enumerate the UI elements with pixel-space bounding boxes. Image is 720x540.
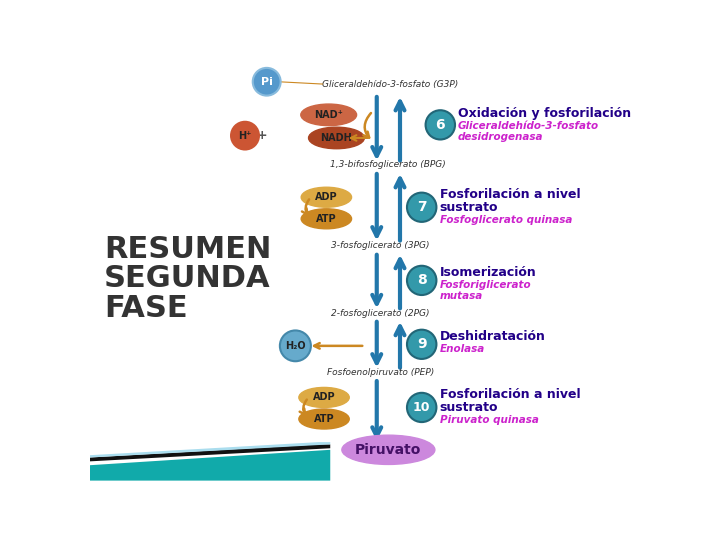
Text: ATP: ATP (316, 214, 337, 224)
Text: Oxidación y fosforilación: Oxidación y fosforilación (458, 107, 631, 120)
Text: Piruvato: Piruvato (355, 443, 422, 457)
Ellipse shape (299, 409, 349, 429)
Circle shape (407, 393, 436, 422)
Text: 8: 8 (417, 273, 426, 287)
Circle shape (253, 68, 281, 96)
Text: Isomerización: Isomerización (439, 266, 536, 279)
Text: Deshidratación: Deshidratación (439, 330, 546, 343)
Ellipse shape (299, 387, 349, 408)
Text: Gliceraldehído-3-fosfato (G3P): Gliceraldehído-3-fosfato (G3P) (323, 79, 459, 89)
Text: ATP: ATP (314, 414, 334, 424)
Text: ADP: ADP (312, 393, 336, 402)
Circle shape (407, 266, 436, 295)
Text: Fosforilación a nivel: Fosforilación a nivel (439, 388, 580, 401)
Text: Fosforilación a nivel: Fosforilación a nivel (439, 188, 580, 201)
Text: sustrato: sustrato (439, 201, 498, 214)
Text: Piruvato quinasa: Piruvato quinasa (439, 415, 539, 425)
Text: NADH: NADH (320, 133, 352, 143)
Polygon shape (90, 450, 330, 481)
Text: sustrato: sustrato (439, 401, 498, 414)
Text: NAD⁺: NAD⁺ (314, 110, 343, 120)
Text: H₂O: H₂O (285, 341, 306, 351)
Text: mutasa: mutasa (439, 291, 483, 301)
Circle shape (231, 122, 259, 150)
Text: 9: 9 (417, 338, 426, 352)
Ellipse shape (342, 435, 435, 464)
Circle shape (426, 110, 455, 139)
Ellipse shape (301, 104, 356, 126)
Text: RESUMEN: RESUMEN (104, 235, 271, 264)
Text: Fosforiglicerato: Fosforiglicerato (439, 280, 531, 290)
Text: 6: 6 (436, 118, 445, 132)
Text: desidrogenasa: desidrogenasa (458, 132, 544, 142)
Ellipse shape (301, 187, 351, 207)
Ellipse shape (301, 209, 351, 229)
Text: 7: 7 (417, 200, 426, 214)
Text: H⁺: H⁺ (238, 131, 252, 140)
Text: Fosfoglicerato quinasa: Fosfoglicerato quinasa (439, 214, 572, 225)
Text: +: + (257, 129, 267, 142)
Circle shape (407, 193, 436, 222)
Text: ADP: ADP (315, 192, 338, 202)
Circle shape (407, 330, 436, 359)
Circle shape (280, 330, 311, 361)
Text: 3-fosfoglicerato (3PG): 3-fosfoglicerato (3PG) (331, 241, 430, 250)
Text: FASE: FASE (104, 294, 188, 322)
Text: Pi: Pi (261, 77, 273, 87)
Ellipse shape (309, 127, 364, 148)
Polygon shape (90, 444, 330, 461)
Text: Gliceraldehído-3-fosfato: Gliceraldehído-3-fosfato (458, 122, 599, 131)
Text: SEGUNDA: SEGUNDA (104, 265, 271, 293)
Polygon shape (90, 442, 330, 457)
Text: Fosfoenolpiruvato (PEP): Fosfoenolpiruvato (PEP) (327, 368, 434, 377)
Text: Enolasa: Enolasa (439, 344, 485, 354)
Text: 10: 10 (413, 401, 431, 414)
Text: 1,3-bifosfoglicerato (BPG): 1,3-bifosfoglicerato (BPG) (330, 160, 446, 170)
Text: 2-fosfoglicerato (2PG): 2-fosfoglicerato (2PG) (331, 309, 430, 318)
